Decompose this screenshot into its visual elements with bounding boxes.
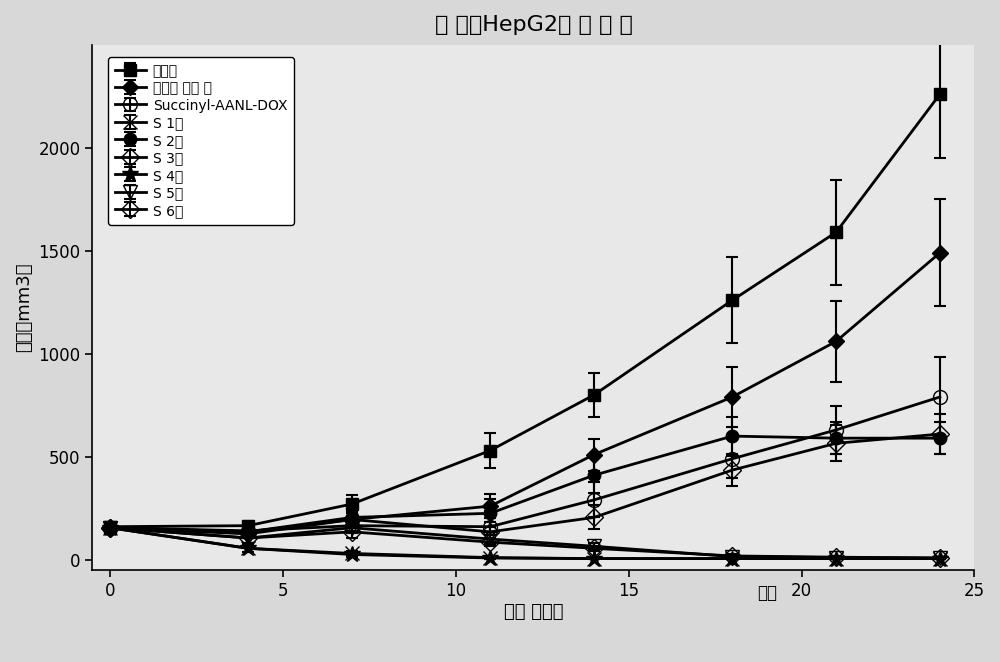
X-axis label: 开始 后天数: 开始 后天数 — [504, 602, 563, 620]
Text: 停药: 停药 — [757, 585, 777, 602]
Title: 人 肝癌HepG2肿 瘤 模 型: 人 肝癌HepG2肿 瘤 模 型 — [435, 15, 632, 35]
Y-axis label: 体积（mm3）: 体积（mm3） — [15, 263, 33, 352]
Legend: 对照组, 阿霉素 治疗 组, Succinyl-AANL-DOX, S 1组, S 2组, S 3组, S 4组, S 5组, S 6组: 对照组, 阿霉素 治疗 组, Succinyl-AANL-DOX, S 1组, … — [108, 57, 294, 225]
